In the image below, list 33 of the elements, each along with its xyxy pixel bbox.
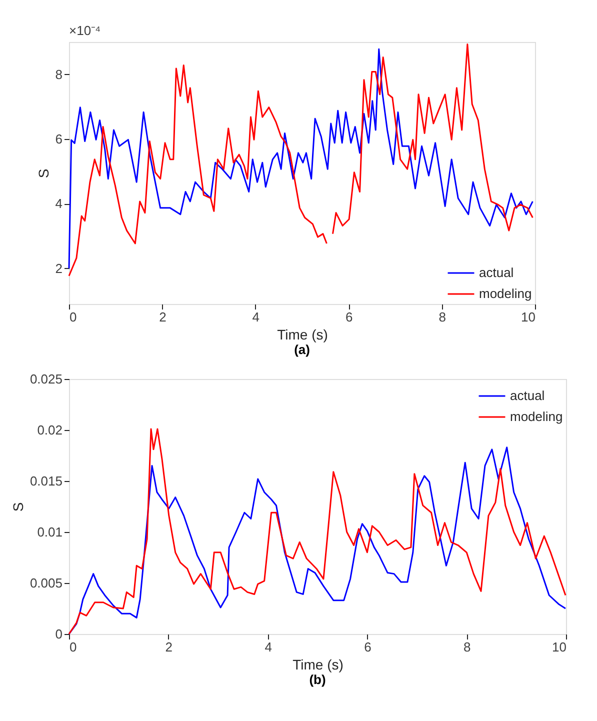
y-tick-label: 4 — [55, 196, 62, 212]
y-tick-label: 8 — [55, 66, 62, 82]
y-tick-label: 0.02 — [37, 422, 62, 438]
text: ×10⁻⁴ — [69, 23, 101, 38]
y-tick-label: 0.025 — [30, 372, 62, 386]
x-tick-label: 8 — [463, 640, 471, 654]
x-tick-label: 4 — [252, 310, 260, 324]
text: (a) — [294, 342, 310, 357]
x-tick-label: 6 — [345, 310, 353, 324]
x-axis-title: Time (s) — [277, 326, 328, 342]
x-tick-label: 6 — [364, 640, 372, 654]
legend-label: actual — [479, 265, 514, 280]
x-tick-label: 4 — [264, 640, 272, 654]
legend-label: actual — [510, 388, 545, 403]
x-axis-title: Time (s) — [292, 656, 344, 672]
x-tick-label: 10 — [552, 640, 566, 654]
x-tick-label: 0 — [70, 640, 77, 654]
x-tick-label: 10 — [521, 310, 536, 324]
legend-label: modeling — [479, 286, 532, 301]
y-tick-label: 6 — [55, 132, 62, 147]
x-tick-label: 2 — [159, 310, 166, 324]
y-tick-label: 0.005 — [30, 576, 62, 590]
y-axis-title: S — [35, 168, 52, 178]
y-tick-label: 0.015 — [30, 474, 62, 488]
y-tick-label: 0.01 — [37, 524, 62, 540]
x-tick-label: 8 — [438, 310, 446, 324]
y-tick-label: 0 — [55, 626, 62, 642]
legend-label: modeling — [510, 409, 563, 424]
text: (b) — [309, 672, 326, 687]
x-tick-label: 2 — [165, 640, 173, 654]
y-tick-label: 2 — [55, 260, 62, 276]
x-tick-label: 0 — [70, 310, 77, 324]
y-axis-title: S — [10, 502, 26, 512]
